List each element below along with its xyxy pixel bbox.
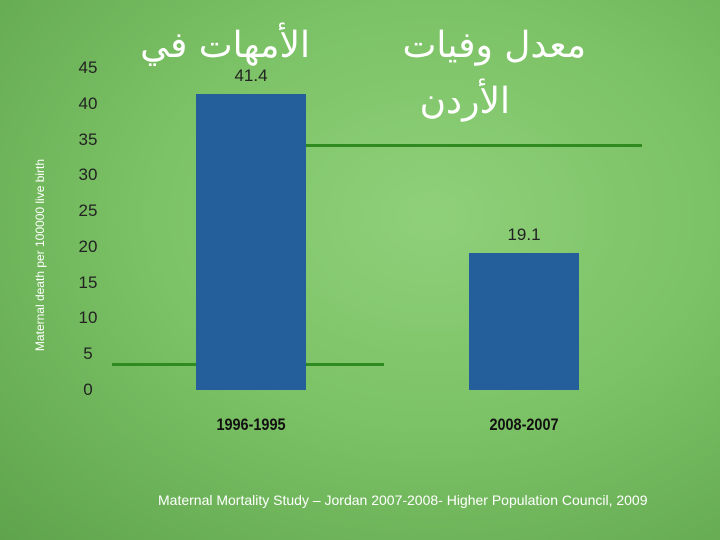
x-category-label: 1996-1995 bbox=[216, 415, 286, 434]
y-tick-label: 0 bbox=[83, 380, 93, 399]
y-axis-label: Maternal death per 100000 live birth bbox=[33, 158, 47, 352]
y-tick-label: 45 bbox=[78, 58, 98, 77]
y-tick-label: 10 bbox=[78, 308, 98, 328]
bar-1996-1995 bbox=[196, 93, 306, 390]
y-tick-label: 35 bbox=[78, 129, 98, 149]
bar-value-label: 41.4 bbox=[234, 65, 268, 85]
x-category-label: 2008-2007 bbox=[489, 415, 559, 434]
source-note: Maternal Mortality Study – Jordan 2007-2… bbox=[158, 492, 648, 508]
y-tick-label: 25 bbox=[78, 201, 98, 221]
decor-line-top bbox=[306, 144, 642, 147]
chart-title-line-2: الأمهات في bbox=[140, 25, 310, 66]
chart-title-line-1: معدل وفيات bbox=[402, 25, 586, 66]
chart-title-line-3: الأردن bbox=[419, 81, 510, 122]
y-tick-label: 40 bbox=[78, 93, 98, 113]
y-tick-label: 30 bbox=[78, 165, 98, 185]
y-tick-label: 5 bbox=[83, 344, 93, 364]
y-tick-label: 20 bbox=[78, 236, 98, 256]
y-tick-label: 15 bbox=[78, 272, 98, 292]
bar-value-label: 19.1 bbox=[507, 225, 541, 245]
bar-2008-2007 bbox=[469, 253, 579, 390]
